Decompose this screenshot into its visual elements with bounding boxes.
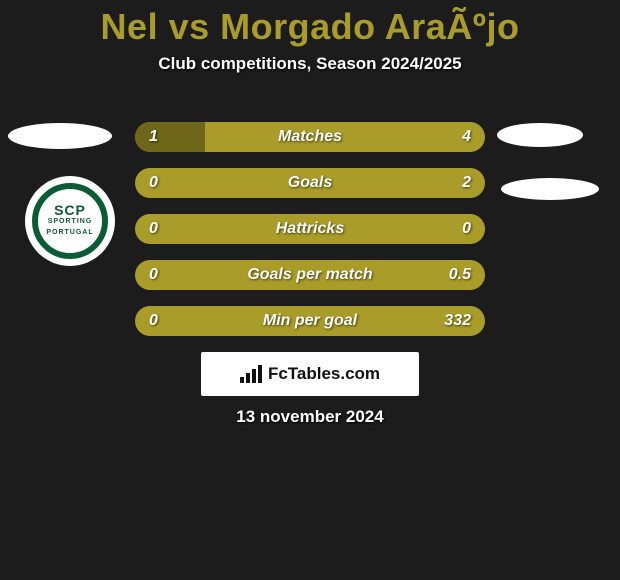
stat-row: 0Hattricks0 [135,214,485,244]
stat-row: 0Goals2 [135,168,485,198]
page-subtitle: Club competitions, Season 2024/2025 [0,54,620,74]
title-text: Nel vs Morgado AraÃºjo [101,6,520,47]
stat-value-right: 0.5 [449,260,471,290]
stat-value-right: 2 [462,168,471,198]
subtitle-text: Club competitions, Season 2024/2025 [158,54,461,73]
comparison-bars: 1Matches40Goals20Hattricks00Goals per ma… [135,122,485,352]
decor-ellipse-top-right [497,123,583,147]
stat-value-right: 0 [462,214,471,244]
date-label: 13 november 2024 [0,407,620,427]
brand-text: FcTables.com [268,364,380,384]
date-text: 13 november 2024 [236,407,383,426]
club-badge-left-inner: SCP SPORTING PORTUGAL [32,183,108,259]
brand-strip: FcTables.com [201,352,419,396]
page-title: Nel vs Morgado AraÃºjo [0,6,620,48]
stat-label: Goals per match [135,260,485,290]
stat-label: Matches [135,122,485,152]
stat-value-right: 4 [462,122,471,152]
barchart-icon [240,365,262,383]
badge-line-3: PORTUGAL [46,227,93,238]
stat-row: 0Min per goal332 [135,306,485,336]
stat-label: Hattricks [135,214,485,244]
club-badge-left: SCP SPORTING PORTUGAL [25,176,115,266]
stat-label: Goals [135,168,485,198]
badge-line-2: SPORTING [48,216,93,227]
stat-value-right: 332 [444,306,471,336]
decor-ellipse-mid-right [501,178,599,200]
badge-line-1: SCP [54,205,86,216]
decor-ellipse-top-left [8,123,112,149]
stat-row: 0Goals per match0.5 [135,260,485,290]
stat-row: 1Matches4 [135,122,485,152]
stat-label: Min per goal [135,306,485,336]
